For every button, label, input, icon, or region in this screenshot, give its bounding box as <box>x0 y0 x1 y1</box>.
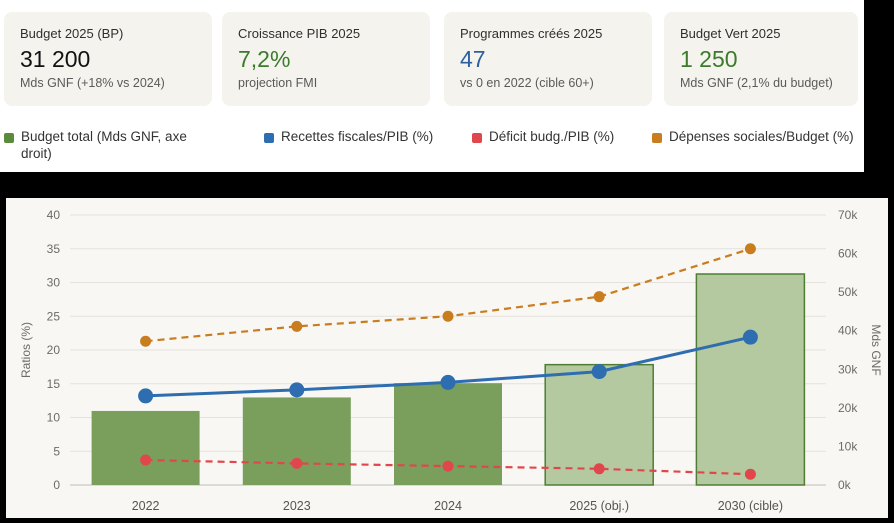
kpi-panel: Budget 2025 (BP) 31 200 Mds GNF (+18% vs… <box>0 0 864 172</box>
series-point <box>291 320 303 332</box>
kpi-card-budget-vert: Budget Vert 2025 1 250 Mds GNF (2,1% du … <box>664 12 858 106</box>
legend-item-budget: Budget total (Mds GNF, axe droit) <box>4 128 216 162</box>
kpi-value: 1 250 <box>680 46 738 72</box>
kpi-value: 7,2% <box>238 46 291 72</box>
y-left-axis-label: Ratios (%) <box>19 322 33 378</box>
y-right-tick-label: 10k <box>838 439 858 453</box>
x-tick-label: 2024 <box>434 499 462 513</box>
kpi-label: Budget Vert 2025 <box>680 26 781 41</box>
y-left-tick-label: 15 <box>47 377 61 391</box>
axes: 0 5 10 15 20 25 30 35 40 0k 10k 20k 30k 40k 50k 60k 70k R… <box>19 208 883 513</box>
kpi-sub: Mds GNF (2,1% du budget) <box>680 76 833 90</box>
y-right-tick-label: 40k <box>838 324 858 338</box>
legend-item-deficit: Déficit budg./PIB (%) <box>472 128 622 145</box>
y-right-tick-label: 30k <box>838 362 858 376</box>
legend-swatch <box>4 133 14 143</box>
legend-label: Recettes fiscales/PIB (%) <box>281 129 434 144</box>
chart-panel: 0 5 10 15 20 25 30 35 40 0k 10k 20k 30k 40k 50k 60k 70k R… <box>6 198 888 518</box>
legend-label: Dépenses sociales/Budget (%) <box>669 129 854 144</box>
legend-item-depenses: Dépenses sociales/Budget (%) <box>652 128 862 145</box>
series-point <box>742 329 758 345</box>
series-point <box>140 454 152 466</box>
series-line <box>145 247 751 343</box>
kpi-sub: vs 0 en 2022 (cible 60+) <box>460 76 594 90</box>
series-point <box>442 460 454 472</box>
legend-label: Déficit budg./PIB (%) <box>489 129 615 144</box>
series-point <box>442 310 454 322</box>
kpi-value: 47 <box>460 46 486 72</box>
bar-series <box>91 273 806 486</box>
kpi-label: Budget 2025 (BP) <box>20 26 124 41</box>
y-left-tick-label: 30 <box>47 276 61 290</box>
series-point <box>593 291 605 303</box>
series-point <box>140 335 152 347</box>
x-tick-label: 2030 (cible) <box>718 499 783 513</box>
kpi-card-croissance: Croissance PIB 2025 7,2% projection FMI <box>222 12 430 106</box>
y-left-tick-label: 0 <box>53 478 60 492</box>
series-point <box>591 364 607 380</box>
bar <box>242 397 351 485</box>
legend-swatch <box>652 133 662 143</box>
line-series <box>138 243 758 480</box>
kpi-sub: projection FMI <box>238 76 318 90</box>
kpi-label: Croissance PIB 2025 <box>238 26 361 41</box>
kpi-value: 31 200 <box>20 46 91 72</box>
series-point <box>440 374 456 390</box>
bar <box>91 410 200 485</box>
y-left-tick-label: 35 <box>47 242 61 256</box>
y-right-tick-label: 20k <box>838 401 858 415</box>
legend-swatch <box>264 133 274 143</box>
bar <box>695 273 806 486</box>
series-point <box>138 388 154 404</box>
y-left-tick-label: 5 <box>53 444 60 458</box>
y-left-tick-label: 10 <box>47 411 61 425</box>
kpi-sub: Mds GNF (+18% vs 2024) <box>20 76 165 90</box>
y-left-tick-label: 40 <box>47 208 61 222</box>
series-point <box>291 457 303 469</box>
series-point <box>593 463 605 475</box>
combo-chart: 0 5 10 15 20 25 30 35 40 0k 10k 20k 30k 40k 50k 60k 70k R… <box>19 208 883 513</box>
y-right-tick-label: 0k <box>838 478 852 492</box>
y-right-tick-label: 50k <box>838 285 858 299</box>
y-left-tick-label: 25 <box>47 309 61 323</box>
x-tick-label: 2025 (obj.) <box>569 499 629 513</box>
kpi-label: Programmes créés 2025 <box>460 26 603 41</box>
legend-item-recettes: Recettes fiscales/PIB (%) <box>264 128 444 145</box>
series-point <box>744 243 756 255</box>
series-point <box>289 382 305 398</box>
x-tick-label: 2023 <box>283 499 311 513</box>
y-right-tick-label: 60k <box>838 247 858 261</box>
kpi-card-budget: Budget 2025 (BP) 31 200 Mds GNF (+18% vs… <box>4 12 212 106</box>
x-tick-label: 2022 <box>132 499 160 513</box>
y-right-axis-label: Mds GNF <box>869 324 883 375</box>
kpi-card-programmes: Programmes créés 2025 47 vs 0 en 2022 (c… <box>444 12 652 106</box>
series-point <box>744 468 756 480</box>
y-right-tick-label: 70k <box>838 208 858 222</box>
legend-label: Budget total (Mds GNF, axe droit) <box>21 129 187 161</box>
y-left-tick-label: 20 <box>47 343 61 357</box>
legend-swatch <box>472 133 482 143</box>
